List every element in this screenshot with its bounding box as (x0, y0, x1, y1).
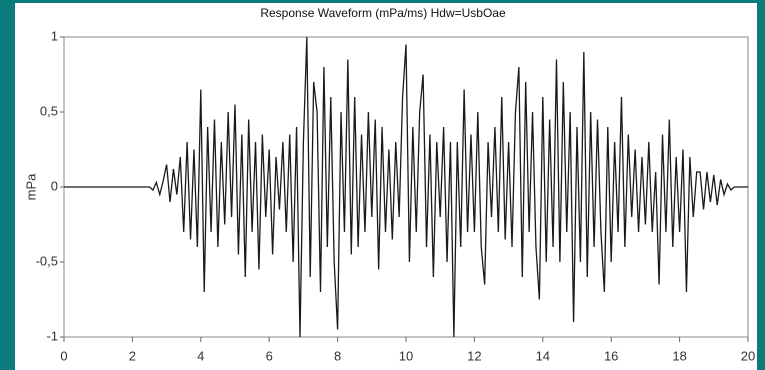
x-tick-label: 2 (129, 348, 136, 363)
waveform-line (64, 36, 748, 338)
y-axis-label: mPa (23, 173, 38, 201)
x-tick-label: 8 (334, 348, 341, 363)
y-tick-label: 0 (51, 178, 58, 193)
x-tick-label: 4 (197, 348, 204, 363)
x-tick-label: 14 (536, 348, 550, 363)
y-tick-label: 0,5 (40, 103, 58, 118)
x-tick-label: 18 (672, 348, 686, 363)
x-tick-label: 0 (60, 348, 67, 363)
x-tick-label: 20 (741, 348, 755, 363)
x-tick-label: 10 (399, 348, 413, 363)
x-tick-label: 12 (467, 348, 481, 363)
y-tick-label: -1 (46, 328, 58, 343)
y-tick-label: 1 (51, 28, 58, 43)
y-tick-label: -0,5 (36, 253, 58, 268)
chart-title: Response Waveform (mPa/ms) Hdw=UsbOae (260, 6, 506, 20)
x-tick-label: 6 (266, 348, 273, 363)
x-tick-label: 16 (604, 348, 618, 363)
